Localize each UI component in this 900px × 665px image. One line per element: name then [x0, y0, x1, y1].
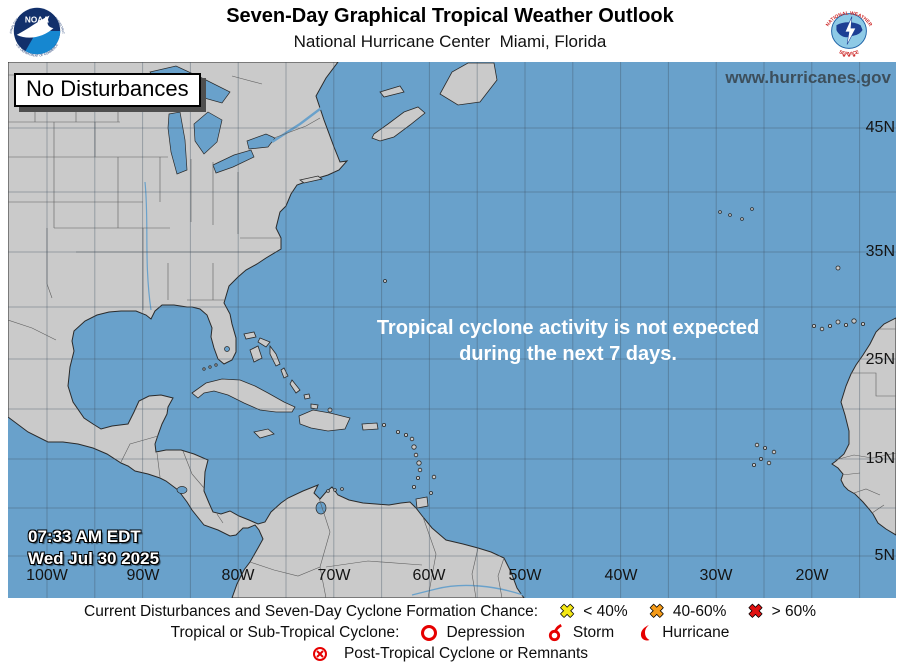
nws-logo-icon: NATIONAL WEATHER SERVICE ★ ★ ★: [820, 2, 878, 60]
formation-label: Current Disturbances and Seven-Day Cyclo…: [84, 602, 539, 620]
x-mark-red-icon: ✖: [748, 602, 763, 621]
landmass-canada-islands: [299, 62, 498, 184]
legend-item-depression: Depression: [421, 623, 525, 642]
landmass-africa: [831, 317, 896, 536]
nws-ring-bottom-text: SERVICE: [838, 49, 861, 57]
lon-label-20w: 20W: [795, 567, 829, 584]
graticule-grid: [8, 62, 896, 598]
post-tropical-icon: [312, 646, 327, 661]
page-title: Seven-Day Graphical Tropical Weather Out…: [226, 5, 674, 27]
legend: Current Disturbances and Seven-Day Cyclo…: [0, 598, 900, 665]
hurricanes-gov-link[interactable]: www.hurricanes.gov: [725, 68, 891, 87]
issuance-time: 07:33 AM EDT: [28, 527, 141, 546]
hurricane-icon: [641, 624, 650, 640]
chance-med-label: 40-60%: [672, 602, 727, 620]
outlook-message-line1: Tropical cyclone activity is not expecte…: [376, 317, 760, 339]
lat-label-45n: 45N: [865, 119, 895, 136]
caribbean-islands: [191, 331, 437, 509]
lon-label-50w: 50W: [508, 567, 542, 584]
atlantic-islands: [383, 207, 866, 467]
storm-label: Storm: [572, 623, 615, 641]
rivers: [144, 83, 524, 596]
outlook-message: Tropical cyclone activity is not expecte…: [328, 315, 808, 367]
nws-stars: ★ ★ ★: [842, 53, 856, 58]
issuance-date: Wed Jul 30 2025: [28, 549, 160, 568]
x-mark-orange-icon: ✖: [649, 602, 664, 621]
lon-label-60w: 60W: [412, 567, 446, 584]
legend-row-post: Post-Tropical Cyclone or Remnants: [0, 643, 900, 664]
lat-label-15n: 15N: [865, 450, 895, 467]
x-mark-yellow-icon: ✖: [560, 602, 575, 621]
landmass-americas: [8, 62, 525, 598]
hurricane-label: Hurricane: [662, 623, 730, 641]
noaa-logo-icon: NOAA NATIONAL OCEANIC AND ATMOSPHERIC AD…: [8, 2, 66, 60]
lat-label-5n: 5N: [874, 547, 895, 564]
tropical-storm-icon: [548, 623, 562, 641]
legend-item-med: ✖ 40-60%: [650, 603, 727, 621]
legend-row-cyclone: Tropical or Sub-Tropical Cyclone: Depres…: [0, 622, 900, 643]
lon-label-70w: 70W: [317, 567, 351, 584]
cyclone-label: Tropical or Sub-Tropical Cyclone:: [170, 623, 400, 641]
post-tropical-label: Post-Tropical Cyclone or Remnants: [343, 644, 589, 662]
outlook-message-line2: during the next 7 days.: [459, 343, 677, 365]
lon-label-90w: 90W: [126, 567, 160, 584]
status-badge: No Disturbances: [14, 73, 201, 107]
depression-label: Depression: [446, 623, 525, 641]
noaa-logo-text: NOAA: [25, 15, 49, 24]
legend-row-formation: Current Disturbances and Seven-Day Cyclo…: [0, 601, 900, 622]
page-subtitle: National Hurricane Center Miami, Florida: [293, 32, 607, 51]
lon-label-80w: 80W: [221, 567, 255, 584]
lat-label-35n: 35N: [865, 243, 895, 260]
lon-label-30w: 30W: [699, 567, 733, 584]
lon-label-40w: 40W: [604, 567, 638, 584]
header: NOAA NATIONAL OCEANIC AND ATMOSPHERIC AD…: [0, 0, 900, 62]
issuance-timestamp: 07:33 AM EDT Wed Jul 30 2025: [28, 526, 159, 570]
chance-high-label: > 60%: [771, 602, 816, 620]
lat-label-25n: 25N: [865, 351, 895, 368]
legend-item-post-tropical: Post-Tropical Cyclone or Remnants: [312, 645, 588, 663]
legend-item-low: ✖ < 40%: [560, 603, 628, 621]
legend-item-storm: Storm: [547, 623, 615, 642]
legend-item-high: ✖ > 60%: [748, 603, 816, 621]
lon-label-100w: 100W: [26, 567, 68, 584]
svg-text:SERVICE: SERVICE: [838, 49, 861, 57]
chance-low-label: < 40%: [583, 602, 628, 620]
map-canvas[interactable]: No Disturbances www.hurricanes.gov Tropi…: [8, 62, 896, 598]
legend-item-hurricane: Hurricane: [636, 624, 729, 642]
depression-icon: [421, 624, 438, 641]
atlantic-basin-map: [8, 62, 896, 598]
